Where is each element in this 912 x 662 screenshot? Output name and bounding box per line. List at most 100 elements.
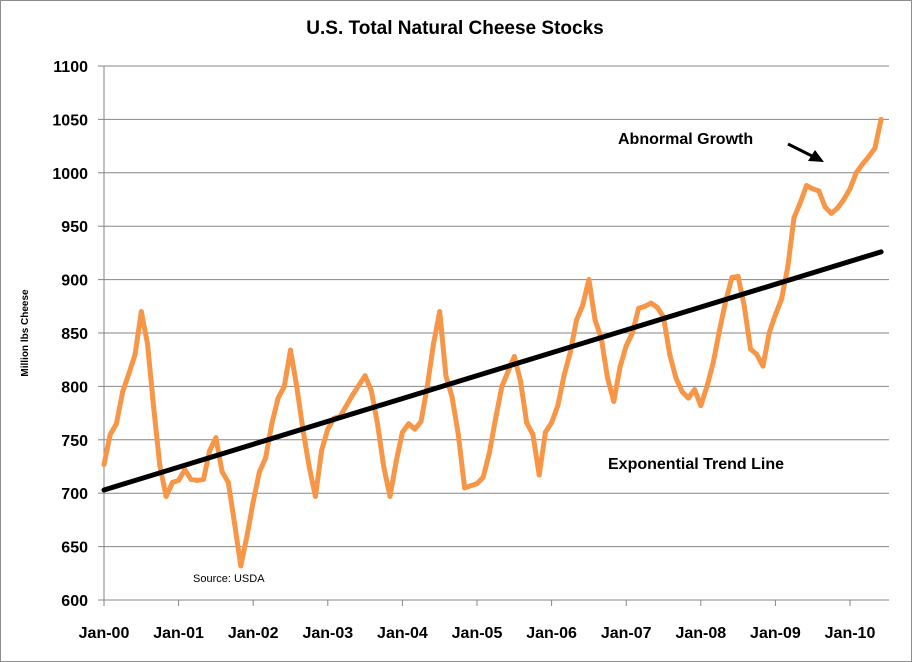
data-point	[748, 346, 754, 352]
data-point	[561, 373, 567, 379]
y-tick-label: 850	[61, 326, 88, 343]
data-point	[785, 264, 791, 270]
data-point	[841, 197, 847, 202]
data-point	[803, 183, 809, 189]
data-point	[810, 186, 816, 192]
data-point	[797, 200, 803, 206]
data-point	[760, 363, 766, 369]
data-point	[828, 210, 834, 216]
data-point	[486, 450, 492, 456]
data-point	[580, 302, 586, 308]
data-point	[480, 474, 486, 480]
data-point	[567, 349, 573, 355]
data-point	[430, 341, 436, 347]
data-point	[586, 277, 592, 283]
data-point	[493, 415, 499, 421]
data-point	[710, 360, 716, 366]
data-point	[306, 464, 312, 469]
data-point	[244, 533, 250, 539]
data-point	[468, 483, 474, 489]
data-point	[325, 426, 331, 432]
data-point	[872, 145, 878, 151]
data-point	[200, 476, 206, 482]
data-point	[524, 420, 530, 426]
data-point	[605, 375, 611, 381]
data-point	[350, 392, 356, 398]
data-point	[381, 464, 387, 469]
data-point	[573, 317, 579, 323]
data-point	[518, 378, 524, 384]
y-tick-label: 700	[61, 486, 88, 503]
data-point	[176, 477, 182, 483]
data-point	[113, 421, 119, 427]
data-point	[368, 388, 374, 394]
data-point	[288, 347, 293, 353]
arrow-head	[808, 150, 824, 162]
data-point	[256, 469, 262, 475]
data-point	[835, 205, 841, 211]
x-tick-label: Jan-08	[675, 625, 726, 642]
data-point	[238, 563, 244, 569]
data-point	[623, 343, 629, 349]
x-tick-label: Jan-07	[601, 625, 652, 642]
data-point	[138, 309, 144, 315]
x-tick-label: Jan-00	[79, 625, 130, 642]
data-point	[853, 170, 859, 176]
data-point	[685, 395, 691, 401]
data-point	[859, 161, 865, 167]
data-point	[213, 435, 219, 441]
data-point	[393, 458, 399, 464]
data-point	[412, 426, 418, 432]
data-point	[194, 477, 200, 483]
data-point	[511, 353, 517, 359]
y-tick-label: 600	[61, 593, 88, 610]
data-point	[847, 186, 853, 192]
y-tick-label: 1000	[52, 166, 88, 183]
data-point	[225, 480, 231, 486]
data-point	[673, 375, 679, 381]
data-point	[648, 300, 654, 306]
x-tick-label: Jan-02	[228, 625, 279, 642]
data-point	[163, 493, 169, 499]
data-point	[145, 341, 151, 347]
data-point	[729, 274, 735, 280]
data-point	[443, 373, 449, 379]
data-point	[107, 431, 113, 437]
chart-title: U.S. Total Natural Cheese Stocks	[306, 18, 603, 39]
data-point	[542, 429, 548, 435]
data-point	[462, 485, 468, 491]
data-point	[263, 455, 269, 461]
data-point	[232, 520, 238, 526]
y-tick-label: 950	[61, 219, 88, 236]
data-point	[449, 394, 455, 400]
data-point	[375, 421, 381, 427]
data-point	[207, 447, 213, 453]
data-point	[157, 464, 163, 469]
data-point	[499, 383, 505, 389]
data-point	[132, 351, 138, 357]
data-point	[474, 481, 480, 487]
data-point	[866, 154, 872, 160]
data-point	[779, 296, 785, 302]
data-point	[399, 429, 405, 435]
data-point	[679, 389, 685, 395]
data-point	[250, 499, 256, 505]
data-point	[642, 303, 648, 309]
exponential-trend-line	[101, 249, 884, 493]
data-point	[455, 431, 461, 437]
data-point	[536, 472, 542, 478]
data-point	[791, 215, 797, 221]
data-point	[418, 419, 424, 425]
data-point	[406, 421, 412, 427]
data-point	[766, 330, 772, 336]
arrow-shaft	[787, 142, 817, 160]
y-tick-label: 800	[61, 379, 88, 396]
data-point	[120, 389, 126, 395]
x-tick-label: Jan-04	[377, 625, 428, 642]
data-point	[343, 403, 349, 409]
data-point	[816, 188, 822, 194]
data-point	[505, 368, 511, 374]
data-point	[126, 371, 132, 377]
